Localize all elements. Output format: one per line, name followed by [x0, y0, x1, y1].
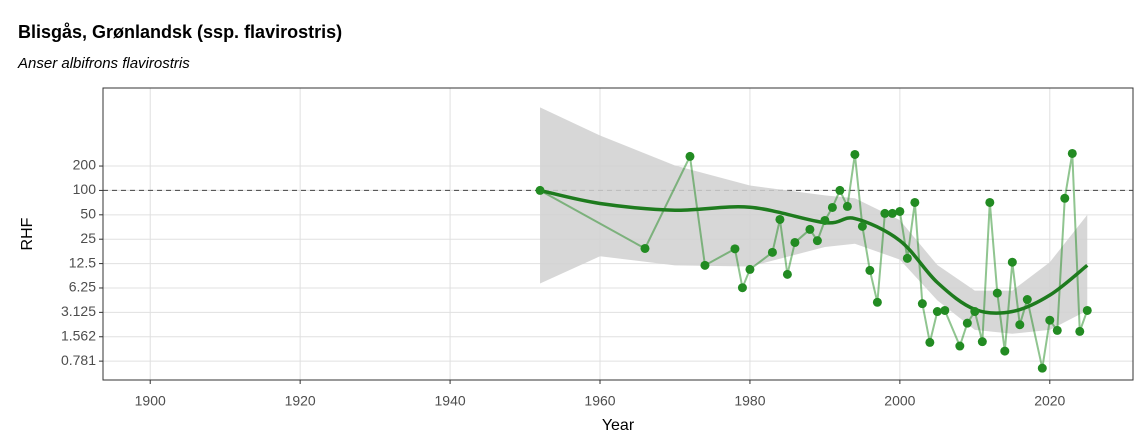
data-point [1037, 363, 1047, 373]
data-point [805, 224, 815, 234]
data-point [1015, 320, 1025, 330]
data-point [767, 247, 777, 257]
data-point [685, 151, 695, 161]
y-tick-label: 1.562 [61, 327, 96, 343]
x-axis-title: Year [602, 417, 635, 434]
data-point [932, 307, 942, 317]
data-point [1082, 305, 1092, 315]
data-point [790, 237, 800, 247]
data-point [902, 253, 912, 263]
data-point [700, 260, 710, 270]
data-point [1007, 257, 1017, 267]
data-point [745, 264, 755, 274]
y-tick-label: 6.25 [69, 279, 96, 295]
y-tick-label: 50 [80, 206, 96, 222]
data-point [1000, 346, 1010, 356]
data-point [985, 197, 995, 207]
data-point [737, 283, 747, 293]
y-tick-label: 3.125 [61, 303, 96, 319]
data-point [992, 288, 1002, 298]
data-point [925, 337, 935, 347]
data-point [880, 208, 890, 218]
data-point [812, 236, 822, 246]
data-point [887, 208, 897, 218]
y-tick-label: 25 [80, 230, 96, 246]
data-point [835, 185, 845, 195]
chart-title: Blisgås, Grønlandsk (ssp. flavirostris) [18, 22, 342, 42]
data-point [1022, 295, 1032, 305]
data-point [865, 265, 875, 275]
data-point [827, 202, 837, 212]
data-point [640, 243, 650, 253]
data-point [1067, 148, 1077, 158]
y-tick-label: 12.5 [69, 254, 96, 270]
x-tick-label: 2000 [884, 393, 915, 409]
x-tick-label: 1960 [584, 393, 615, 409]
x-tick-label: 1940 [435, 393, 466, 409]
data-point [1075, 326, 1085, 336]
y-tick-label: 0.781 [61, 352, 96, 368]
data-point [977, 337, 987, 347]
data-point [857, 221, 867, 231]
data-point [970, 307, 980, 317]
chart-subtitle: Anser albifrons flavirostris [17, 55, 190, 72]
data-point [820, 215, 830, 225]
x-tick-label: 2020 [1034, 393, 1065, 409]
data-point [962, 318, 972, 328]
y-axis-title: RHF [19, 217, 36, 250]
y-tick-label: 200 [73, 157, 97, 173]
y-tick-label: 100 [73, 181, 97, 197]
data-point [730, 244, 740, 254]
data-point [917, 299, 927, 309]
data-point [1052, 325, 1062, 335]
data-point [782, 269, 792, 279]
data-point [842, 201, 852, 211]
smooth-line [539, 188, 1089, 315]
data-point [535, 185, 545, 195]
x-tick-label: 1920 [285, 393, 316, 409]
data-point [955, 341, 965, 351]
data-point [850, 149, 860, 159]
data-point [1060, 193, 1070, 203]
data-point [872, 297, 882, 307]
data-point [775, 214, 785, 224]
panel-border [102, 87, 1134, 381]
data-point [1045, 315, 1055, 325]
x-tick-label: 1980 [734, 393, 765, 409]
data-point [940, 305, 950, 315]
x-tick-label: 1900 [135, 393, 166, 409]
data-point [895, 206, 905, 216]
data-point [910, 197, 920, 207]
